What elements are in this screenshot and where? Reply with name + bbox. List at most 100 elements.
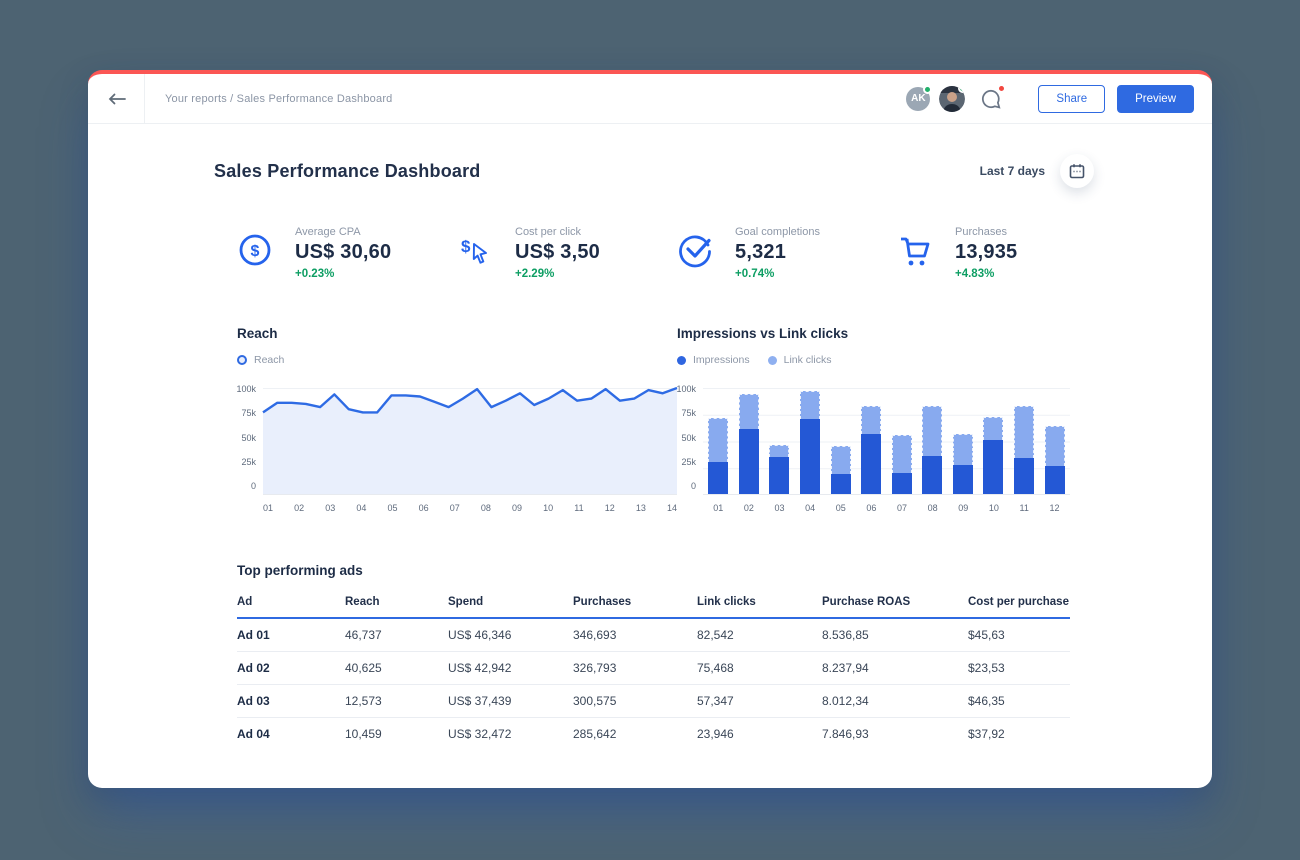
value-cell: $46,35 bbox=[968, 684, 1070, 718]
value-cell: 8.237,94 bbox=[822, 651, 968, 685]
impressions-legend-dot bbox=[677, 355, 686, 365]
x-tick-label: 14 bbox=[666, 503, 677, 513]
x-tick-label: 05 bbox=[835, 503, 846, 513]
link-clicks-bar-segment bbox=[922, 406, 943, 456]
legend-label: Reach bbox=[254, 354, 285, 366]
x-tick-label: 13 bbox=[635, 503, 646, 513]
x-tick-label: 02 bbox=[743, 503, 754, 513]
y-tick-label: 50k bbox=[681, 432, 696, 443]
table-row[interactable]: Ad 01 46,737 US$ 46,346 346,693 82,542 8.536,… bbox=[237, 618, 1070, 652]
avatar-photo[interactable] bbox=[939, 85, 966, 112]
value-cell: US$ 37,439 bbox=[448, 684, 573, 718]
stacked-bar bbox=[800, 391, 821, 494]
link-clicks-bar-segment bbox=[952, 433, 973, 466]
x-tick-label: 03 bbox=[774, 503, 785, 513]
impressions-bar-segment bbox=[922, 455, 943, 494]
y-tick-label: 25k bbox=[681, 456, 696, 467]
calendar-icon bbox=[1069, 164, 1085, 179]
check-circle-icon bbox=[679, 235, 711, 268]
preview-button[interactable]: Preview bbox=[1117, 84, 1194, 113]
value-cell: US$ 32,472 bbox=[448, 726, 512, 741]
value-cell: 46,737 bbox=[345, 618, 448, 652]
column-header[interactable]: Ad bbox=[237, 596, 345, 619]
value-cell: 82,542 bbox=[697, 618, 822, 652]
x-tick-label: 08 bbox=[480, 503, 491, 513]
ad-name-cell: Ad 04 bbox=[237, 726, 270, 741]
link-clicks-bar-segment bbox=[1014, 406, 1035, 458]
legend-item-link-clicks[interactable]: Link clicks bbox=[767, 354, 832, 366]
kpi-value: 5,321 bbox=[735, 241, 787, 263]
stacked-bar bbox=[983, 416, 1004, 494]
legend-label: Link clicks bbox=[783, 354, 832, 366]
x-tick-label: 06 bbox=[418, 503, 429, 513]
link-clicks-legend-dot bbox=[767, 355, 777, 365]
table-row[interactable]: Ad 04 10,459 US$ 32,472 285,642 23,946 7.846,… bbox=[237, 717, 1070, 750]
online-status-dot bbox=[958, 85, 966, 93]
avatar-ak[interactable]: AK bbox=[906, 84, 933, 111]
kpi-purchases: Purchases 13,935 +4.83% bbox=[897, 226, 1117, 280]
column-header[interactable]: Purchases bbox=[573, 596, 697, 619]
legend-item-impressions[interactable]: Impressions bbox=[677, 354, 750, 366]
value-cell: 75,468 bbox=[697, 651, 822, 685]
top-bar: Your reports / Sales Performance Dashboa… bbox=[88, 74, 1212, 124]
avatar-initials: AK bbox=[911, 93, 926, 104]
reach-y-axis: 100k 75k 50k 25k 0 bbox=[236, 384, 263, 491]
column-header[interactable]: Link clicks bbox=[697, 596, 822, 619]
kpi-goal-completions: Goal completions 5,321 +0.74% bbox=[677, 226, 897, 280]
value-cell: $45,63 bbox=[968, 618, 1070, 652]
stacked-bar bbox=[708, 417, 729, 494]
dollar-cursor-icon: $ bbox=[461, 237, 487, 264]
link-clicks-bar-segment bbox=[769, 445, 790, 457]
y-tick-label: 0 bbox=[690, 481, 696, 491]
value-cell: 12,573 bbox=[345, 684, 448, 718]
table-row[interactable]: Ad 02 40,625 US$ 42,942 326,793 75,468 8.237,… bbox=[237, 651, 1070, 685]
kpi-label: Cost per click bbox=[515, 226, 582, 238]
x-tick-label: 01 bbox=[263, 503, 274, 513]
impressions-bar-segment bbox=[738, 429, 759, 494]
bar-plot bbox=[703, 388, 1070, 495]
stacked-bar bbox=[861, 406, 882, 494]
impressions-bar-segment bbox=[769, 456, 790, 494]
chat-bubble-icon bbox=[982, 89, 1001, 109]
bar-x-axis: 01 02 03 04 05 06 07 08 09 10 11 12 bbox=[703, 503, 1070, 513]
x-tick-label: 12 bbox=[1049, 503, 1060, 513]
y-tick-label: 0 bbox=[250, 481, 256, 491]
stacked-bar bbox=[769, 445, 790, 494]
reach-line-series bbox=[262, 386, 678, 414]
legend-label: Impressions bbox=[693, 354, 750, 366]
value-cell: 346,693 bbox=[573, 618, 697, 652]
back-button[interactable] bbox=[88, 74, 145, 123]
date-range-label[interactable]: Last 7 days bbox=[979, 164, 1045, 178]
x-tick-label: 02 bbox=[294, 503, 305, 513]
ad-name-cell: Ad 01 bbox=[237, 618, 345, 652]
link-clicks-bar-segment bbox=[1044, 426, 1065, 467]
x-tick-label: 12 bbox=[604, 503, 615, 513]
column-header[interactable]: Cost per purchase bbox=[968, 596, 1070, 619]
link-clicks-bar-segment bbox=[800, 391, 821, 419]
value-cell: 326,793 bbox=[573, 651, 697, 685]
column-header[interactable]: Spend bbox=[448, 596, 573, 619]
share-button[interactable]: Share bbox=[1038, 84, 1106, 113]
stacked-bar bbox=[922, 406, 943, 494]
breadcrumb[interactable]: Your reports / Sales Performance Dashboa… bbox=[165, 92, 393, 105]
x-tick-label: 10 bbox=[543, 503, 554, 513]
legend-item-reach[interactable]: Reach bbox=[237, 354, 284, 366]
column-header[interactable]: Purchase ROAS bbox=[822, 596, 968, 619]
ad-name-cell: Ad 03 bbox=[237, 684, 345, 718]
value-cell: 7.846,93 bbox=[822, 726, 869, 741]
reach-chart: Reach Reach 100k 75k 50k 25k 0 01 02 03 04 05 06 0… bbox=[236, 326, 678, 513]
column-header[interactable]: Reach bbox=[345, 596, 448, 619]
calendar-button[interactable] bbox=[1060, 154, 1094, 188]
table-row[interactable]: Ad 03 12,573 US$ 37,439 300,575 57,347 8.012,… bbox=[237, 684, 1070, 718]
value-cell: 8.536,85 bbox=[822, 618, 968, 652]
kpi-label: Purchases bbox=[955, 226, 1007, 238]
chart-title: Impressions vs Link clicks bbox=[677, 326, 849, 341]
online-status-dot bbox=[923, 84, 933, 94]
x-tick-label: 04 bbox=[805, 503, 816, 513]
impressions-chart: Impressions vs Link clicks Impressions L… bbox=[676, 326, 1070, 513]
back-arrow-icon bbox=[108, 93, 126, 104]
x-tick-label: 10 bbox=[988, 503, 999, 513]
bar-y-axis: 100k 75k 50k 25k 0 bbox=[676, 384, 703, 491]
notification-dot bbox=[997, 83, 1007, 93]
chat-button[interactable] bbox=[978, 83, 1007, 112]
